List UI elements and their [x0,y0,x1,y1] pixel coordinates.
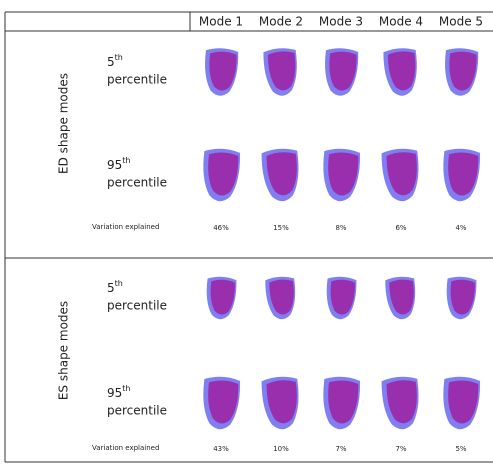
variation-value: 43% [213,445,229,453]
ventricle-shape [205,48,239,96]
ventricle-shape [323,148,361,202]
variation-label: Variation explained [92,223,159,231]
inner-surface [208,380,239,424]
percentile-number: 5 [107,55,115,69]
ventricle-shape [325,48,359,96]
ventricle-shape [326,276,357,320]
column-header: Mode 5 [439,15,483,29]
variation-label: Variation explained [92,444,159,452]
variation-value: 10% [273,445,289,453]
variation-value: 46% [213,224,229,232]
percentile-number: 95 [107,158,122,172]
ventricle-shape [323,376,361,430]
ventricle-shape [203,376,241,430]
ventricle-shape [263,48,297,96]
inner-surface [448,380,479,424]
row-label: 95th [107,384,131,400]
inner-surface [269,279,294,315]
ventricle-shape [443,148,481,202]
row-label-word: percentile [107,73,167,87]
inner-surface [209,51,237,91]
percentile-suffix: th [122,384,130,393]
ventricle-shape [203,148,241,202]
ventricle-shape [381,376,419,430]
ventricle-shape [446,276,477,320]
inner-surface [450,279,475,315]
ventricle-shape [261,148,299,202]
section-title: ED shape modes [57,73,71,174]
inner-surface [448,152,479,196]
inner-surface [328,380,359,424]
inner-surface [389,279,414,315]
ventricle-shape [385,276,416,320]
percentile-number: 5 [107,281,115,295]
inner-surface [386,380,417,424]
inner-surface [386,152,417,196]
row-label: 95th [107,156,131,172]
percentile-suffix: th [115,53,123,62]
ventricle-shape [261,376,299,430]
row-label: 5th [107,53,123,69]
row-label-word: percentile [107,176,167,190]
inner-surface [266,380,297,424]
row-label-word: percentile [107,299,167,313]
variation-value: 5% [455,445,466,453]
variation-value: 4% [455,224,466,232]
ventricle-shape [383,48,417,96]
variation-value: 7% [395,445,406,453]
percentile-suffix: th [115,279,123,288]
ventricle-shape [265,276,296,320]
inner-surface [330,279,355,315]
ventricle-shape [443,376,481,430]
column-header: Mode 4 [379,15,423,29]
variation-value: 6% [395,224,406,232]
section-title: ES shape modes [57,301,71,400]
ventricle-shape [381,148,419,202]
column-header: Mode 3 [319,15,363,29]
ventricle-shape [445,48,479,96]
inner-surface [329,51,357,91]
column-header: Mode 1 [199,15,243,29]
inner-surface [208,152,239,196]
percentile-suffix: th [122,156,130,165]
variation-value: 8% [335,224,346,232]
percentile-number: 95 [107,386,122,400]
inner-surface [328,152,359,196]
row-label: 5th [107,279,123,295]
row-label-word: percentile [107,404,167,418]
inner-surface [266,152,297,196]
inner-surface [210,279,235,315]
variation-value: 7% [335,445,346,453]
inner-surface [387,51,416,91]
inner-surface [449,51,477,91]
column-header: Mode 2 [259,15,303,29]
inner-surface [267,51,296,91]
ventricle-shape [206,276,237,320]
variation-value: 15% [273,224,289,232]
